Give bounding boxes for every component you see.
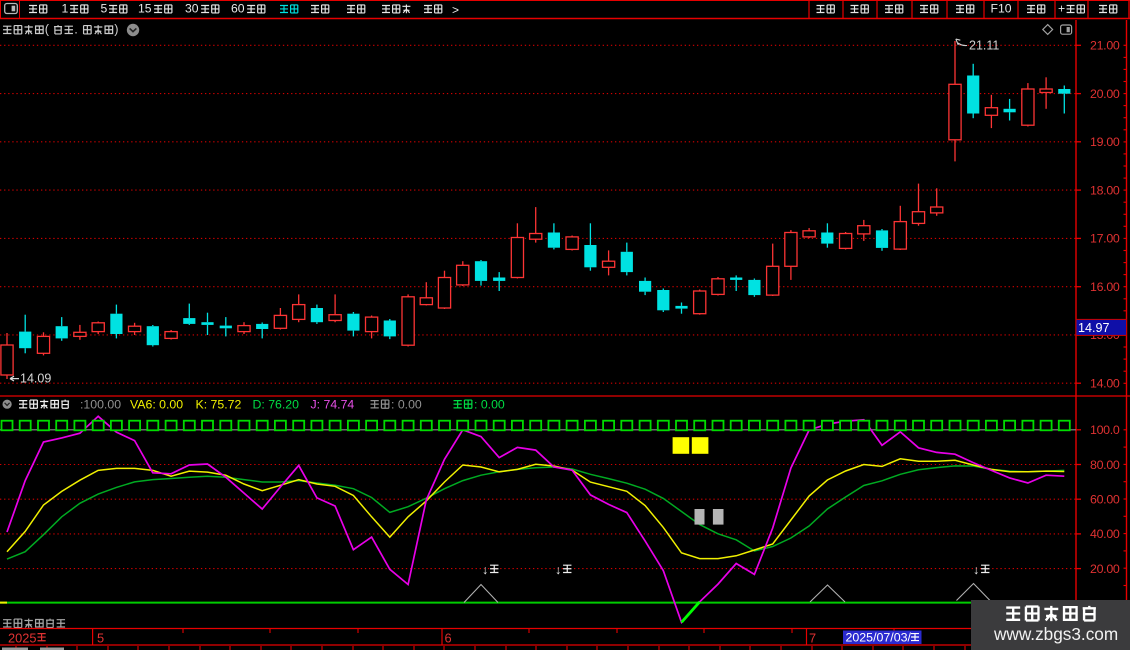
svg-text:: 0.00: : 0.00 (391, 397, 422, 411)
svg-text:.: . (74, 22, 78, 37)
svg-text:16.00: 16.00 (1090, 280, 1120, 294)
svg-text:14.00: 14.00 (1090, 377, 1120, 391)
svg-text:60.00: 60.00 (1090, 493, 1120, 507)
svg-text:21.11: 21.11 (969, 39, 999, 53)
svg-text:60: 60 (231, 2, 245, 16)
svg-text:17.00: 17.00 (1090, 232, 1120, 246)
svg-text:14.97: 14.97 (1078, 321, 1110, 335)
svg-text:: 0.00: : 0.00 (474, 397, 505, 411)
svg-text:2025/07/03/: 2025/07/03/ (846, 631, 912, 645)
svg-text:VA6: 0.00: VA6: 0.00 (130, 397, 183, 411)
svg-text:K: 75.72: K: 75.72 (196, 397, 242, 411)
svg-text:14.09: 14.09 (20, 372, 51, 386)
svg-text::100.00: :100.00 (80, 397, 121, 411)
svg-text:↓: ↓ (555, 563, 561, 577)
svg-text:(: ( (45, 22, 50, 37)
svg-text:100.0: 100.0 (1090, 423, 1120, 437)
svg-text:21.00: 21.00 (1090, 39, 1120, 53)
svg-text:1: 1 (62, 2, 69, 16)
svg-text:): ) (114, 22, 118, 37)
svg-text:F10: F10 (991, 2, 1012, 16)
svg-text:20.00: 20.00 (1090, 562, 1120, 576)
svg-text:5: 5 (101, 2, 108, 16)
svg-text:80.00: 80.00 (1090, 458, 1120, 472)
svg-text:D: 76.20: D: 76.20 (253, 397, 300, 411)
svg-text:↓: ↓ (973, 563, 979, 577)
svg-text:18.00: 18.00 (1090, 183, 1120, 197)
svg-text:7: 7 (809, 630, 816, 645)
svg-text:19.00: 19.00 (1090, 135, 1120, 149)
svg-text:20.00: 20.00 (1090, 87, 1120, 101)
svg-text:6: 6 (445, 630, 452, 645)
svg-text:www.zbgs3.com: www.zbgs3.com (993, 624, 1118, 644)
svg-text:+: + (1058, 2, 1065, 16)
svg-text:>: > (452, 3, 459, 17)
svg-text:2025: 2025 (8, 630, 36, 645)
svg-text:40.00: 40.00 (1090, 527, 1120, 541)
svg-text:15: 15 (138, 2, 152, 16)
svg-text:5: 5 (97, 630, 104, 645)
svg-text:J: 74.74: J: 74.74 (311, 397, 355, 411)
svg-text:↓: ↓ (482, 563, 488, 577)
svg-text:30: 30 (185, 2, 199, 16)
